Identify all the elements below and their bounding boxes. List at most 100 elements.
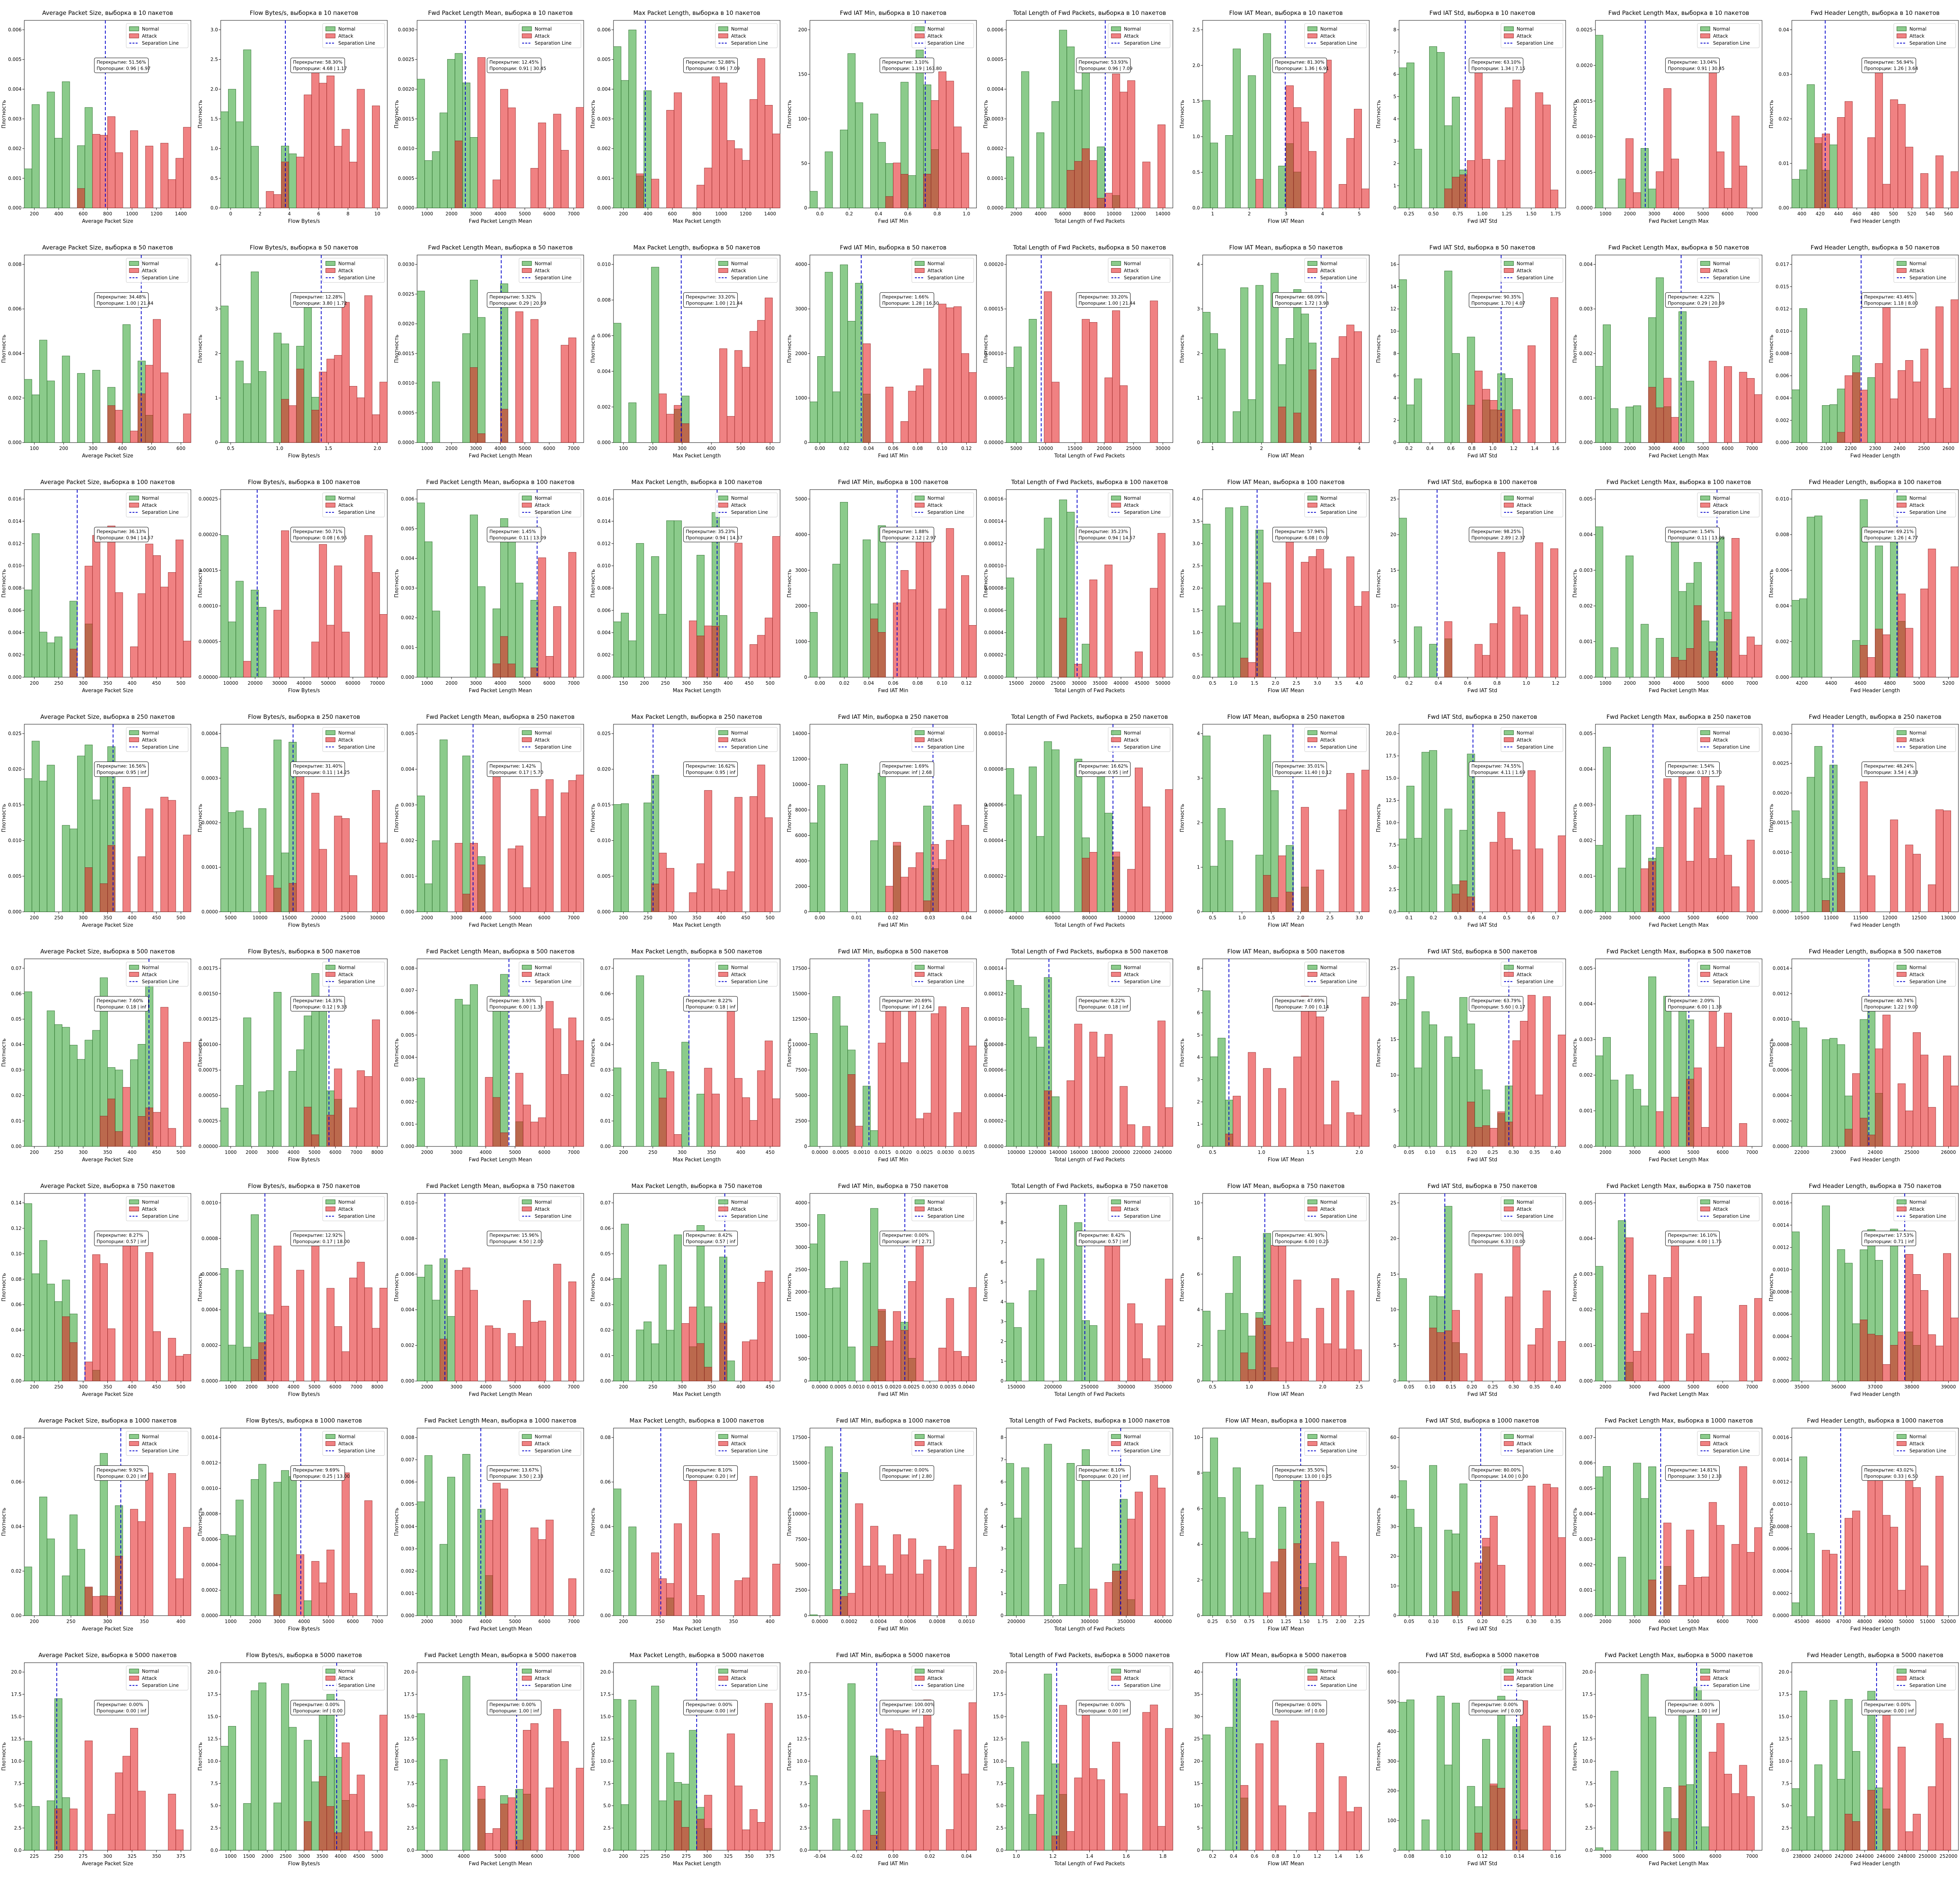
attack-bar	[1150, 1705, 1158, 1851]
x-tick-label: 2.00	[1336, 1619, 1346, 1624]
legend-separation-label: Separation Line	[731, 1683, 768, 1688]
attack-bar	[477, 433, 486, 443]
x-axis-label: Max Packet Length	[673, 1157, 721, 1163]
attack-bar	[1746, 840, 1755, 912]
overlap-text: Перекрытие: 9.92%	[97, 1467, 143, 1473]
stats-annotation: Перекрытие: 17.53%Пропорции: 0.71 | inf	[1862, 1231, 1916, 1246]
x-tick-label: 5000	[225, 915, 237, 920]
attack-bar	[961, 353, 969, 443]
x-tick-label: 480	[1871, 211, 1880, 217]
legend-normal-swatch	[915, 965, 925, 970]
normal-bar	[1210, 866, 1218, 912]
y-tick-label: 12.5	[207, 1736, 218, 1742]
x-tick-label: 0.0040	[958, 1384, 975, 1390]
x-tick-label: 0.2	[1405, 446, 1413, 451]
x-tick-label: 250	[54, 1853, 63, 1859]
x-tick-label: 40000	[1114, 680, 1129, 686]
normal-bar	[47, 1538, 55, 1616]
normal-bar	[832, 1288, 840, 1381]
attack-bar	[1127, 1124, 1135, 1147]
y-tick-label: 0.00004	[984, 630, 1004, 635]
attack-bar	[1860, 781, 1868, 912]
attack-bar	[1656, 407, 1664, 443]
proportions-text: Пропорции: 0.18 | inf	[686, 1004, 736, 1010]
chart-title: Total Length of Fwd Packets, выборка в 2…	[1011, 713, 1168, 720]
legend-separation-label: Separation Line	[1909, 40, 1946, 46]
y-tick-label: 20.0	[404, 1669, 414, 1675]
legend-box	[322, 258, 385, 283]
normal-bar	[1610, 647, 1619, 678]
attack-bar	[1354, 1115, 1362, 1147]
stats-annotation: Перекрытие: 63.10%Пропорции: 1.34 | 7.15	[1469, 58, 1525, 73]
y-tick-label: 15	[1390, 568, 1396, 573]
y-tick-label: 0.0025	[398, 57, 414, 62]
legend-box	[126, 727, 189, 752]
y-tick-label: 0.008	[401, 1236, 414, 1241]
x-tick-label: 0.0010	[958, 1619, 975, 1624]
normal-bar	[628, 1700, 637, 1851]
legend-attack-swatch	[522, 268, 532, 273]
y-tick-label: 12.5	[600, 1736, 611, 1742]
x-axis-label: Fwd IAT Std	[1468, 1392, 1497, 1398]
x-tick-label: 325	[724, 1853, 733, 1859]
y-tick-label: 0.02	[11, 1569, 22, 1574]
x-tick-label: 2000	[446, 211, 458, 217]
attack-bar	[1067, 1831, 1075, 1851]
normal-bar	[1089, 1325, 1098, 1381]
normal-bar	[477, 586, 486, 678]
legend-separation-label: Separation Line	[927, 510, 964, 515]
x-axis-label: Average Packet Size	[82, 219, 133, 225]
legend-separation-label: Separation Line	[338, 1683, 375, 1688]
attack-bar	[1142, 161, 1151, 208]
y-tick-label: 20	[1194, 1758, 1200, 1764]
attack-bar	[878, 632, 886, 678]
chart-title: Fwd IAT Min, выборка в 100 пакетов	[838, 479, 949, 486]
attack-bar	[1882, 1364, 1891, 1381]
y-tick-label: 8	[1197, 1236, 1200, 1241]
chart-title: Average Packet Size, выборка в 250 пакет…	[40, 713, 175, 720]
legend-attack-label: Attack	[1517, 33, 1532, 39]
y-axis-label: Плотность	[1769, 569, 1775, 597]
attack-bar	[1890, 399, 1898, 443]
attack-bar	[1920, 1290, 1929, 1382]
x-tick-label: 49000	[1878, 1619, 1893, 1624]
attack-bar	[727, 416, 735, 443]
proportions-text: Пропорции: 4.00 | 1.75	[1668, 1239, 1722, 1244]
y-axis-label: Плотность	[394, 1038, 400, 1066]
x-axis-label: Flow Bytes/s	[288, 1626, 320, 1632]
normal-bar	[1255, 285, 1263, 443]
x-tick-label: 275	[79, 1853, 88, 1859]
y-tick-label: 0	[1393, 675, 1396, 680]
legend-separation-label: Separation Line	[731, 1213, 768, 1219]
attack-bar	[107, 116, 116, 209]
attack-bar	[115, 1131, 123, 1147]
attack-bar	[1082, 1706, 1090, 1851]
y-axis-label: Плотность	[590, 100, 596, 128]
chart-title: Fwd Packet Length Mean, выборка в 750 па…	[426, 1182, 575, 1190]
x-tick-label: 0.5	[1209, 680, 1216, 686]
y-axis-label: Плотность	[198, 1742, 203, 1770]
attack-bar	[530, 319, 539, 443]
y-tick-label: 3	[1000, 1319, 1004, 1324]
attack-bar	[115, 592, 123, 678]
normal-bar	[304, 1600, 312, 1616]
x-tick-label: 1.0	[1238, 915, 1246, 920]
x-axis-label: Flow Bytes/s	[288, 1861, 320, 1867]
attack-bar	[538, 557, 546, 678]
attack-bar	[1943, 810, 1951, 912]
x-tick-label: 7000	[568, 1853, 580, 1859]
attack-bar	[1543, 996, 1551, 1147]
annotation-box	[1469, 58, 1523, 73]
legend-normal-swatch	[718, 1668, 728, 1674]
normal-bar	[236, 581, 244, 678]
y-tick-label: 0.002	[597, 146, 611, 151]
x-tick-label: 0.25	[1501, 1619, 1512, 1624]
attack-bar	[953, 804, 962, 912]
legend-box	[126, 23, 189, 48]
x-tick-label: 6000	[543, 446, 555, 451]
normal-bar	[1799, 1456, 1808, 1616]
normal-bar	[47, 642, 55, 678]
x-tick-label: 70000	[370, 680, 385, 686]
